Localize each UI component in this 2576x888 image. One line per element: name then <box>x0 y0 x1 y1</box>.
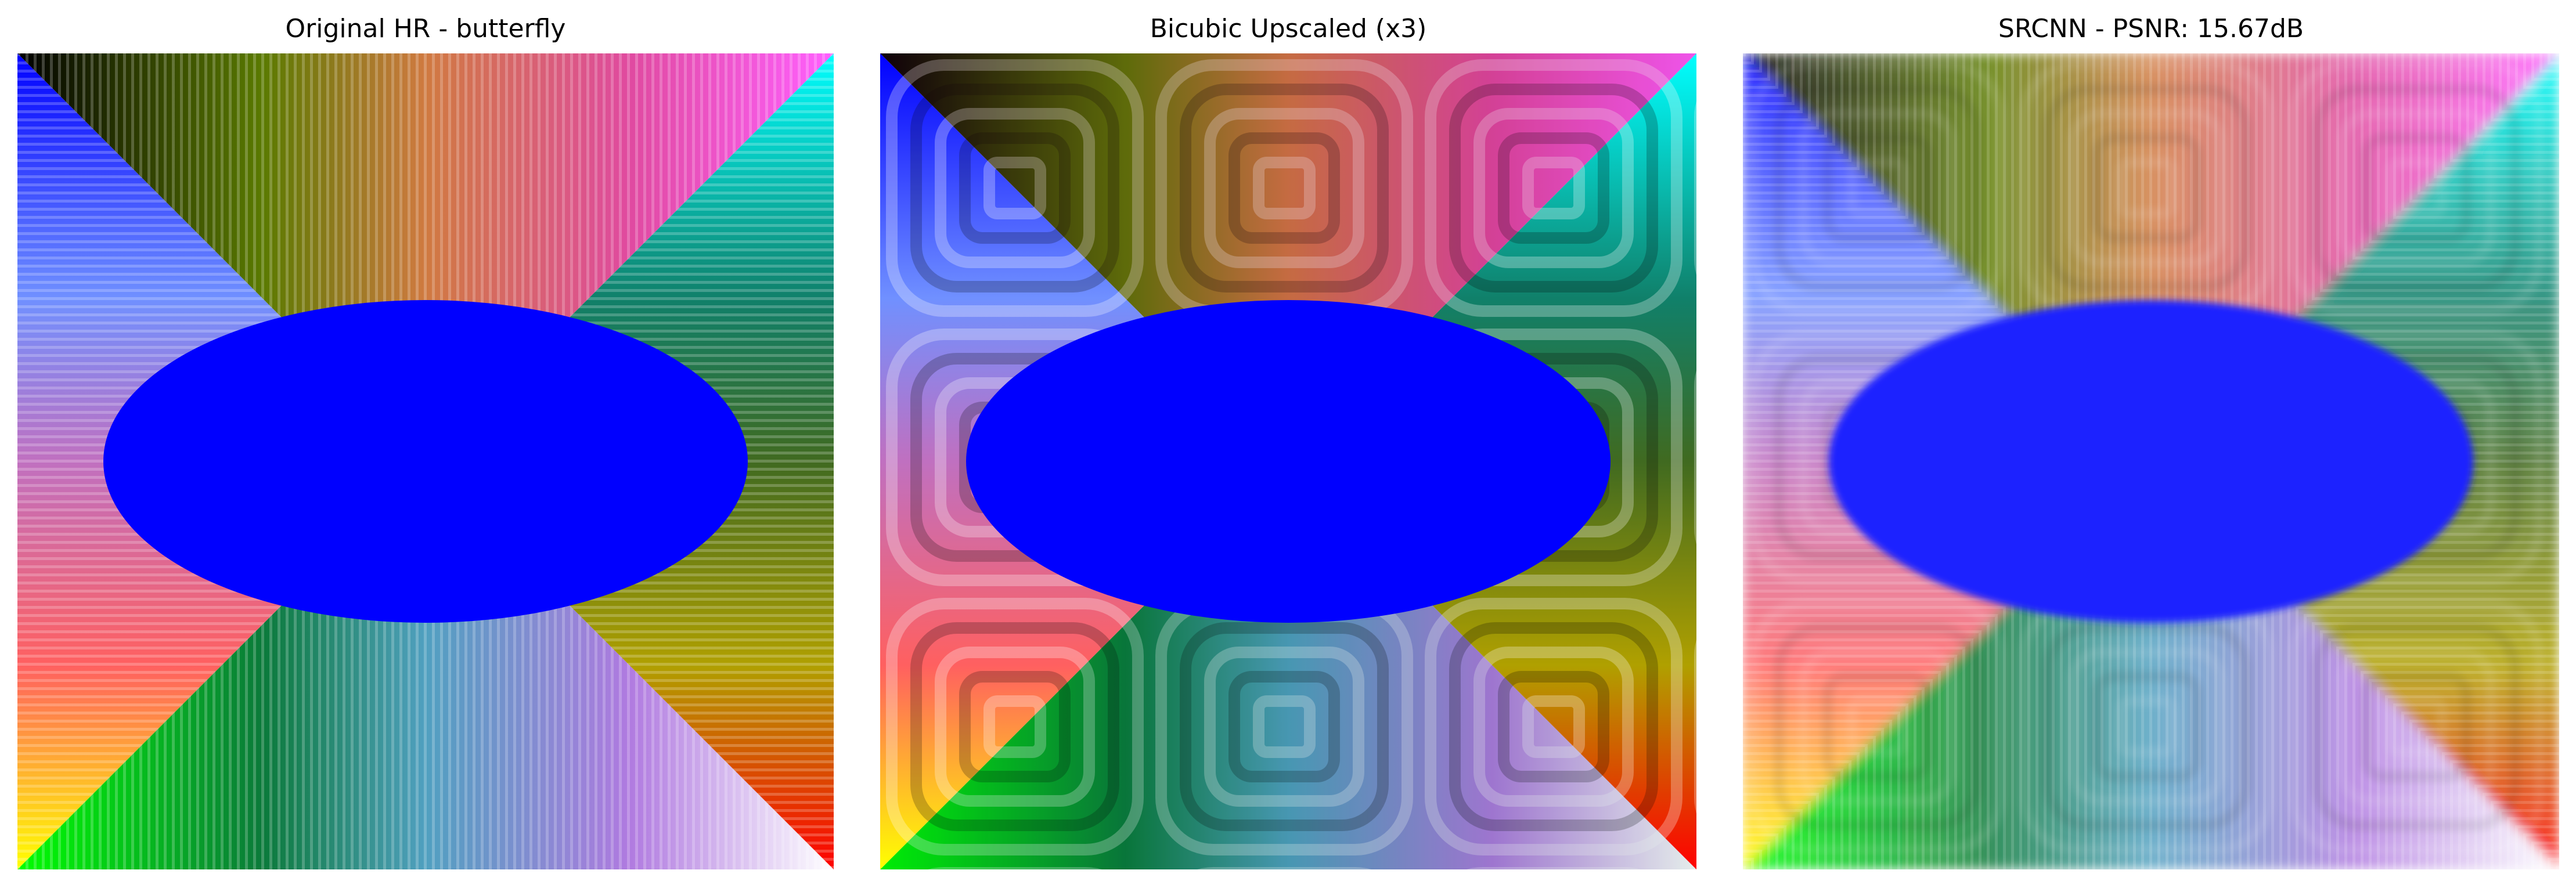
panel-title: Original HR - butterfly <box>285 14 566 44</box>
panel-original-hr: Original HR - butterfly <box>17 0 834 888</box>
image-srcnn <box>1743 53 2559 869</box>
image-canvas <box>880 53 1696 869</box>
ellipse-shape <box>103 300 748 623</box>
panel-title: SRCNN - PSNR: 15.67dB <box>1998 14 2304 44</box>
image-original-hr <box>17 53 834 869</box>
image-canvas <box>1743 53 2559 869</box>
ellipse-shape <box>966 300 1611 623</box>
image-bicubic <box>880 53 1696 869</box>
panel-srcnn: SRCNN - PSNR: 15.67dB <box>1743 0 2559 888</box>
panel-title: Bicubic Upscaled (x3) <box>1150 14 1427 44</box>
panel-bicubic: Bicubic Upscaled (x3) <box>880 0 1696 888</box>
ellipse-shape <box>1829 300 2473 623</box>
image-canvas <box>17 53 834 869</box>
